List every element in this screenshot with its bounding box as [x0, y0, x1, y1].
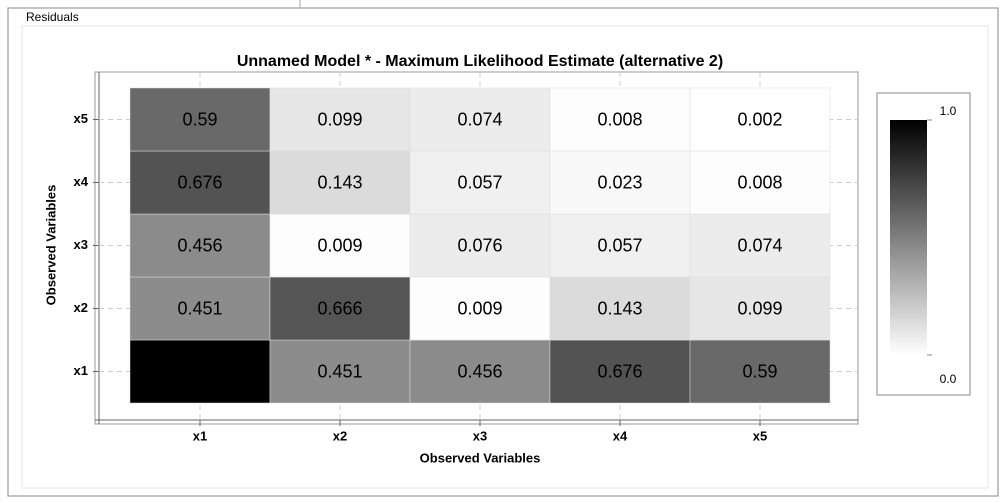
heatmap-cell	[269, 87, 411, 152]
heatmap-cell	[409, 87, 551, 152]
heatmap-cell	[689, 150, 831, 215]
x-axis-title: Observed Variables	[420, 450, 541, 465]
x-tick-label: x2	[333, 428, 347, 443]
heatmap-cell	[129, 339, 271, 404]
cell-label: 0.143	[597, 298, 642, 318]
cell-label: 0.456	[457, 361, 502, 381]
cell-label: 0.009	[317, 235, 362, 255]
heatmap-cell	[689, 87, 831, 152]
heatmap-cell	[269, 150, 411, 215]
cell-label: 0.074	[737, 235, 782, 255]
y-tick-label: x5	[74, 111, 88, 126]
cell-label: 0.666	[317, 298, 362, 318]
y-tick-label: x3	[74, 237, 88, 252]
heatmap-cell	[129, 87, 271, 152]
cell-label: 0.59	[742, 361, 777, 381]
colorbar-tick-label: 0.0	[940, 372, 957, 386]
heatmap-cell	[549, 339, 691, 404]
cell-label: 0.099	[317, 109, 362, 129]
heatmap-cell	[549, 213, 691, 278]
cell-label: 0.456	[177, 235, 222, 255]
heatmap-cell	[129, 276, 271, 341]
y-tick-label: x1	[74, 363, 88, 378]
heatmap-cell	[409, 339, 551, 404]
heatmap-cell	[409, 276, 551, 341]
cell-label: 0.59	[182, 109, 217, 129]
heatmap-cell	[689, 276, 831, 341]
heatmap-cell	[689, 339, 831, 404]
plot-frame	[94, 71, 859, 425]
cell-label: 0.099	[737, 298, 782, 318]
x-tick-label: x1	[193, 428, 207, 443]
heatmap-cell	[129, 213, 271, 278]
chart-title: Unnamed Model * - Maximum Likelihood Est…	[237, 53, 723, 70]
cell-label: 0.008	[597, 109, 642, 129]
x-tick-label: x5	[753, 428, 767, 443]
panel	[21, 25, 989, 489]
heatmap-cell	[549, 276, 691, 341]
window-title: Residuals	[26, 10, 79, 24]
cell-label: 0.057	[457, 172, 502, 192]
cell-label: 0.057	[597, 235, 642, 255]
y-axis-title: Observed Variables	[43, 185, 58, 306]
cell-label: 0.008	[737, 172, 782, 192]
heatmap-cell	[269, 276, 411, 341]
heatmap-cell	[549, 150, 691, 215]
heatmap-cell	[129, 150, 271, 215]
x-tick-label: x4	[613, 428, 628, 443]
cell-label: 0.023	[597, 172, 642, 192]
y-tick-label: x2	[74, 300, 88, 315]
y-tick-label: x4	[74, 174, 89, 189]
cell-label: 0.002	[737, 109, 782, 129]
cell-label: 0.676	[597, 361, 642, 381]
cell-label: 0.676	[177, 172, 222, 192]
x-tick-label: x3	[473, 428, 487, 443]
cell-label: 0.074	[457, 109, 502, 129]
heatmap-cell	[689, 213, 831, 278]
cell-label: 0.076	[457, 235, 502, 255]
cell-label: 0.451	[317, 361, 362, 381]
colorbar-tick-label: 1.0	[940, 104, 957, 118]
cell-label: 0.451	[177, 298, 222, 318]
heatmap-cell	[409, 150, 551, 215]
heatmap-cell	[269, 213, 411, 278]
heatmap-cell	[409, 213, 551, 278]
cell-label: 0.009	[457, 298, 502, 318]
colorbar	[890, 120, 927, 355]
cell-label: 0.143	[317, 172, 362, 192]
heatmap-cell	[269, 339, 411, 404]
